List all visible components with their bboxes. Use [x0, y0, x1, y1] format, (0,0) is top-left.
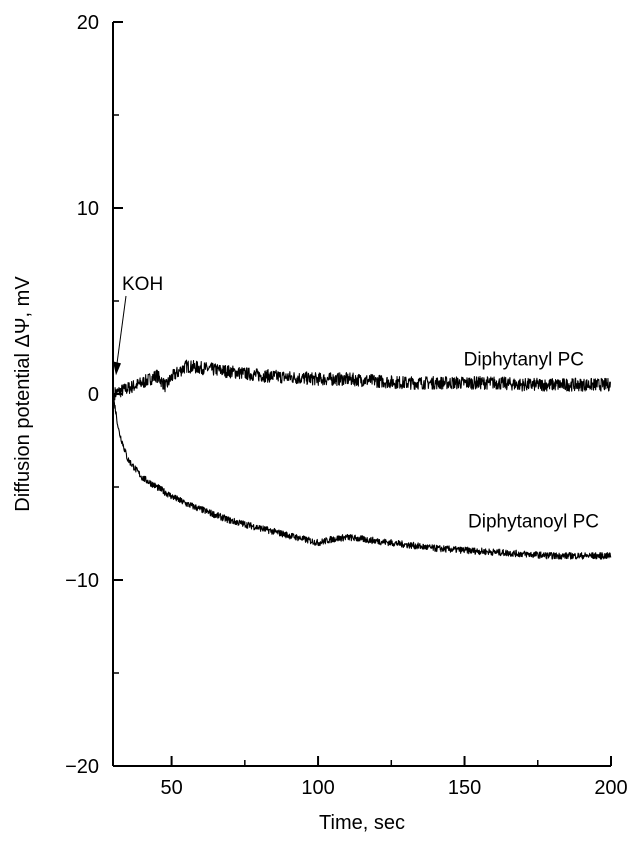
- series-label-diphytanoyl-pc: Diphytanoyl PC: [468, 511, 599, 532]
- x-tick-label: 150: [448, 777, 481, 799]
- y-tick-label: 10: [77, 198, 99, 220]
- series-label-diphytanyl-pc: Diphytanyl PC: [464, 350, 584, 371]
- axes: [112, 22, 611, 767]
- y-tick-label: −20: [65, 756, 99, 778]
- x-tick-label: 200: [594, 777, 627, 799]
- x-tick-label: 50: [160, 777, 182, 799]
- x-axis-title: Time, sec: [319, 812, 405, 834]
- koh-arrow-shaft: [116, 295, 127, 364]
- annotations: Diphytanyl PC Diphytanoyl PC KOH: [113, 274, 599, 532]
- series-line-diphytanoyl-pc: [112, 393, 612, 560]
- series-line-diphytanyl-pc: [112, 359, 611, 401]
- koh-annotation-label: KOH: [122, 274, 163, 295]
- y-tick-label: 20: [77, 12, 99, 34]
- plot-lines: [112, 359, 612, 560]
- koh-arrow-head: [113, 361, 121, 376]
- x-tick-label: 100: [301, 777, 334, 799]
- ticks: [113, 21, 612, 767]
- labels: −20 −10 0 10 20 50 100 150 200 Time, sec Diffusion…: [12, 12, 628, 834]
- y-tick-label: −10: [65, 570, 99, 592]
- y-tick-label: 0: [88, 384, 99, 406]
- y-axis-title: Diffusion potential ΔΨ, mV: [12, 276, 34, 512]
